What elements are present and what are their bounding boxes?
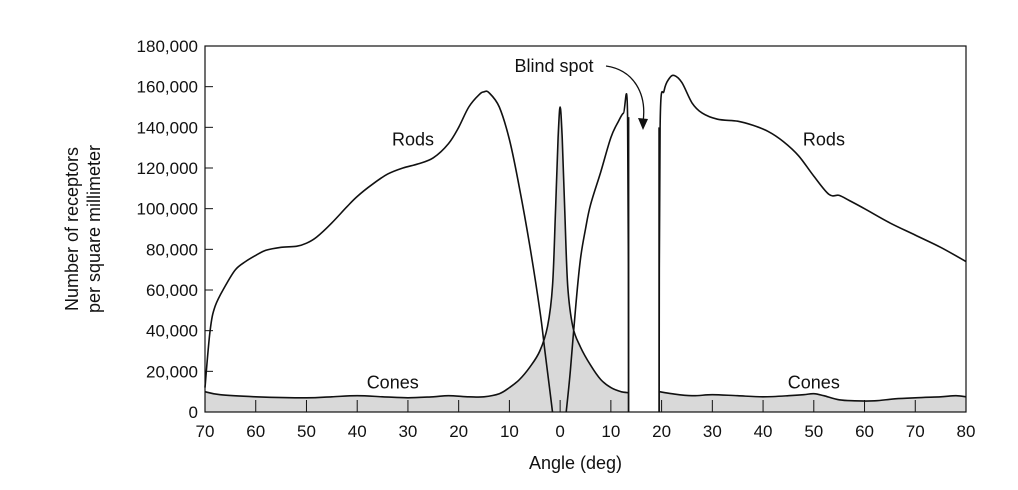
x-tick-label-2: 50 bbox=[297, 422, 316, 441]
y-tick-label-1: 20,000 bbox=[146, 362, 198, 381]
blind-spot-arrow bbox=[605, 65, 645, 123]
annotation-group: Rods Rods Cones Cones bbox=[367, 130, 845, 393]
x-tick-label-15: 80 bbox=[957, 422, 976, 441]
y-tick-label-7: 140,000 bbox=[137, 118, 198, 137]
x-tick-label-1: 60 bbox=[246, 422, 265, 441]
cones-curve-segment-1 bbox=[658, 390, 967, 402]
y-axis-ticks: 0 20,000 40,000 60,000 80,000 100,000 120,000 1… bbox=[137, 37, 213, 422]
x-tick-label-14: 70 bbox=[906, 422, 925, 441]
x-tick-label-9: 20 bbox=[652, 422, 671, 441]
cones-curve-segment-0 bbox=[204, 106, 629, 399]
plot-frame bbox=[204, 45, 967, 413]
blind-spot-label: Blind spot bbox=[514, 56, 593, 76]
x-tick-label-10: 30 bbox=[703, 422, 722, 441]
y-tick-label-9: 180,000 bbox=[137, 37, 198, 56]
x-tick-label-7: 0 bbox=[555, 422, 564, 441]
x-tick-label-6: 10 bbox=[500, 422, 519, 441]
y-axis-title-line-1: Number of receptors bbox=[62, 147, 82, 311]
x-tick-label-0: 70 bbox=[196, 422, 215, 441]
y-tick-label-3: 60,000 bbox=[146, 281, 198, 300]
blind-spot-region bbox=[628, 47, 660, 412]
annotation-cones-2: Cones bbox=[367, 373, 419, 393]
blind-spot-arrowhead bbox=[638, 118, 648, 130]
y-tick-label-0: 0 bbox=[189, 403, 198, 422]
annotation-rods-0: Rods bbox=[392, 130, 434, 150]
y-tick-label-5: 100,000 bbox=[137, 200, 198, 219]
x-axis-ticks: 70 60 50 40 30 20 10 0 10 20 30 40 50 60 70 80 bbox=[196, 400, 976, 441]
y-tick-label-8: 160,000 bbox=[137, 78, 198, 97]
rods-curve-segment-0 bbox=[204, 90, 554, 413]
rods-curve-segment-1 bbox=[565, 93, 630, 413]
annotation-cones-3: Cones bbox=[788, 373, 840, 393]
cones-area-segment-1 bbox=[659, 391, 966, 412]
x-tick-label-11: 40 bbox=[754, 422, 773, 441]
x-tick-label-3: 40 bbox=[348, 422, 367, 441]
cones-area-segment-0 bbox=[205, 107, 629, 412]
rods-curve-segment-2 bbox=[658, 74, 967, 413]
x-tick-label-5: 20 bbox=[449, 422, 468, 441]
y-axis-title: Number of receptors per square millimete… bbox=[62, 145, 104, 313]
x-tick-label-8: 10 bbox=[601, 422, 620, 441]
annotation-rods-1: Rods bbox=[803, 130, 845, 150]
y-axis-title-line-2: per square millimeter bbox=[84, 145, 104, 313]
y-tick-label-2: 40,000 bbox=[146, 322, 198, 341]
x-tick-label-4: 30 bbox=[398, 422, 417, 441]
y-tick-label-4: 80,000 bbox=[146, 240, 198, 259]
x-tick-label-12: 50 bbox=[804, 422, 823, 441]
x-axis-title: Angle (deg) bbox=[529, 453, 622, 473]
x-tick-label-13: 60 bbox=[855, 422, 874, 441]
y-tick-label-6: 120,000 bbox=[137, 159, 198, 178]
cone-area-group bbox=[205, 107, 966, 412]
series-curves-group bbox=[204, 74, 967, 413]
